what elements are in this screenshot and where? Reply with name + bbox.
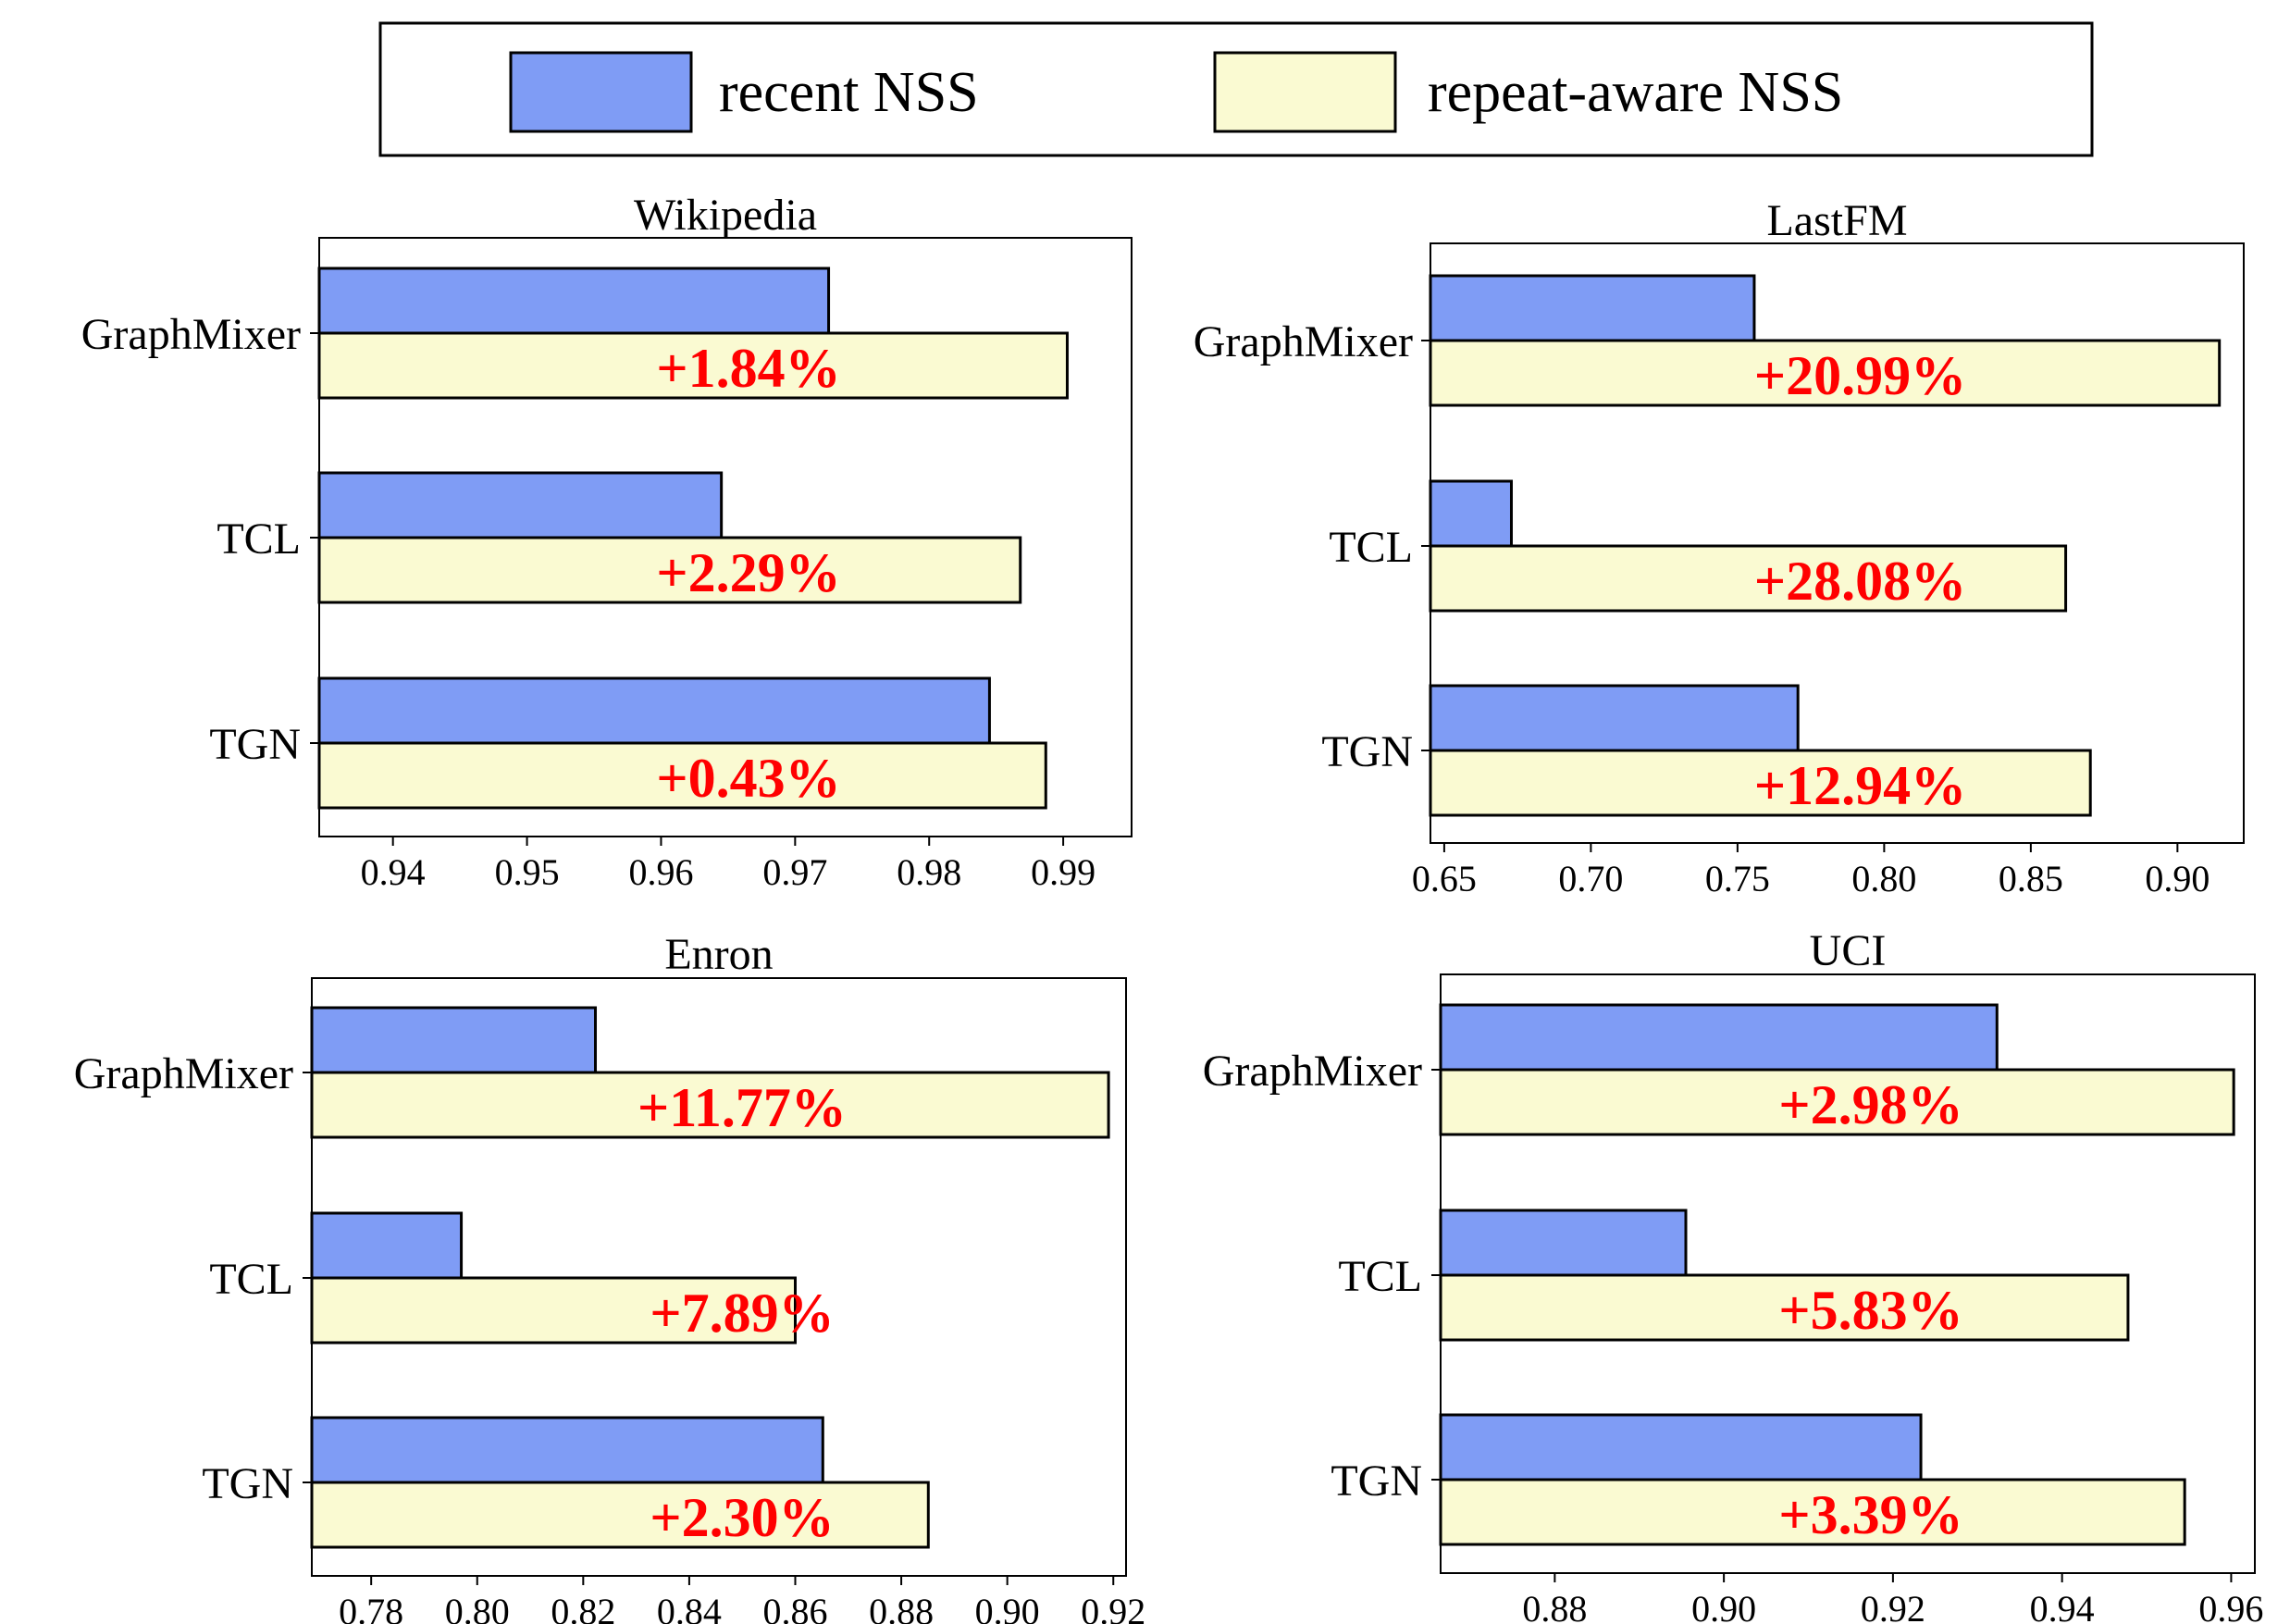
x-tick-label: 0.97 xyxy=(762,851,827,893)
bar-recent-nss xyxy=(1429,479,1513,548)
gain-annotation: +1.84% xyxy=(656,338,840,399)
bar-recent-nss xyxy=(1429,684,1800,752)
bar-recent-nss xyxy=(310,1416,824,1484)
category-label: TGN xyxy=(209,720,301,769)
bar-recent-nss xyxy=(1439,1003,1999,1072)
chart-title: Enron xyxy=(664,930,773,979)
gain-annotation: +28.08% xyxy=(1754,551,1966,612)
gain-annotation: +7.89% xyxy=(650,1283,834,1344)
bar-repeat-aware-nss xyxy=(1439,1068,2235,1136)
x-tick-label: 0.84 xyxy=(657,1591,722,1624)
bar-repeat-aware-nss xyxy=(317,331,1069,400)
bar-repeat-aware-nss xyxy=(1439,1478,2186,1546)
gain-annotation: +5.83% xyxy=(1778,1280,1962,1341)
x-tick-label: 0.70 xyxy=(1558,858,1623,899)
category-label: GraphMixer xyxy=(81,310,301,359)
chart-panel: Enron GraphMixer +11.77% TCL +7.89% TGN +2.30%… xyxy=(74,930,1146,1624)
legend-label-recent: recent NSS xyxy=(719,61,979,124)
chart-title: Wikipedia xyxy=(634,191,817,240)
x-tick-label: 0.80 xyxy=(445,1591,510,1624)
bar-repeat-aware-nss xyxy=(310,1071,1110,1139)
axes-frame xyxy=(1430,242,2245,844)
gain-annotation: +2.98% xyxy=(1778,1074,1962,1135)
bar-recent-nss xyxy=(317,267,831,335)
legend-label-repeat-aware: repeat-aware NSS xyxy=(1428,61,1843,124)
x-tick-label: 0.96 xyxy=(2198,1588,2263,1624)
category-label: TCL xyxy=(217,514,301,564)
chart-panel: LastFM GraphMixer +20.99% TCL +28.08% TGN +12.… xyxy=(1194,196,2245,899)
x-tick-label: 0.92 xyxy=(1861,1588,1925,1624)
gain-annotation: +12.94% xyxy=(1754,755,1966,816)
category-label: TCL xyxy=(1329,523,1413,572)
axes-frame xyxy=(1440,973,2256,1574)
category-label: TGN xyxy=(1321,727,1413,776)
x-tick-label: 0.82 xyxy=(551,1591,615,1624)
category-label: TGN xyxy=(1331,1457,1422,1506)
bar-repeat-aware-nss xyxy=(1429,749,2092,817)
x-tick-label: 0.65 xyxy=(1412,858,1477,899)
x-tick-label: 0.96 xyxy=(628,851,693,893)
x-tick-label: 0.94 xyxy=(2030,1588,2095,1624)
category-label: TCL xyxy=(1338,1252,1422,1301)
category-label: TCL xyxy=(209,1255,293,1304)
gain-annotation: +0.43% xyxy=(656,748,840,809)
bar-repeat-aware-nss xyxy=(1429,339,2222,407)
legend-swatch-recent xyxy=(509,51,693,133)
x-tick-label: 0.85 xyxy=(1999,858,2063,899)
bar-recent-nss xyxy=(1439,1413,1923,1481)
x-tick-label: 0.90 xyxy=(975,1591,1040,1624)
chart-panels: Wikipedia GraphMixer +1.84% TCL +2.29% TGN +0.… xyxy=(74,191,2264,1624)
bar-recent-nss xyxy=(1429,274,1756,342)
category-label: GraphMixer xyxy=(1203,1047,1422,1096)
bar-repeat-aware-nss xyxy=(310,1481,930,1549)
bar-repeat-aware-nss xyxy=(1439,1273,2130,1342)
chart-title: UCI xyxy=(1810,926,1887,975)
x-tick-label: 0.99 xyxy=(1031,851,1095,893)
bar-recent-nss xyxy=(317,676,991,745)
category-label: GraphMixer xyxy=(1194,317,1413,366)
x-tick-label: 0.90 xyxy=(2145,858,2210,899)
x-tick-label: 0.75 xyxy=(1705,858,1770,899)
gain-annotation: +20.99% xyxy=(1754,345,1966,406)
gain-annotation: +11.77% xyxy=(637,1077,847,1138)
bar-repeat-aware-nss xyxy=(1429,544,2068,613)
bar-recent-nss xyxy=(1439,1209,1688,1277)
x-tick-label: 0.94 xyxy=(361,851,426,893)
chart-panel: Wikipedia GraphMixer +1.84% TCL +2.29% TGN +0.… xyxy=(81,191,1133,893)
legend-swatch-repeat-aware xyxy=(1213,51,1397,133)
x-tick-label: 0.88 xyxy=(1522,1588,1587,1624)
gain-annotation: +2.29% xyxy=(656,542,840,603)
bar-repeat-aware-nss xyxy=(317,536,1022,604)
category-label: TGN xyxy=(202,1459,293,1508)
x-tick-label: 0.80 xyxy=(1851,858,1916,899)
x-tick-label: 0.98 xyxy=(897,851,961,893)
x-tick-label: 0.78 xyxy=(339,1591,403,1624)
x-tick-label: 0.88 xyxy=(869,1591,934,1624)
chart-title: LastFM xyxy=(1766,196,1907,245)
gain-annotation: +3.39% xyxy=(1778,1484,1962,1545)
category-label: GraphMixer xyxy=(74,1049,293,1098)
gain-annotation: +2.30% xyxy=(650,1487,834,1548)
chart-panel: UCI GraphMixer +2.98% TCL +5.83% TGN +3.39% 0.8… xyxy=(1203,926,2264,1624)
x-tick-label: 0.86 xyxy=(763,1591,828,1624)
x-tick-label: 0.95 xyxy=(495,851,560,893)
bar-repeat-aware-nss xyxy=(310,1276,797,1345)
bar-recent-nss xyxy=(310,1211,464,1280)
x-tick-label: 0.92 xyxy=(1081,1591,1145,1624)
bar-recent-nss xyxy=(317,471,724,539)
bar-repeat-aware-nss xyxy=(317,741,1047,810)
legend: recent NSS repeat-aware NSS xyxy=(378,21,2094,157)
x-tick-label: 0.90 xyxy=(1691,1588,1756,1624)
bar-recent-nss xyxy=(310,1006,598,1074)
